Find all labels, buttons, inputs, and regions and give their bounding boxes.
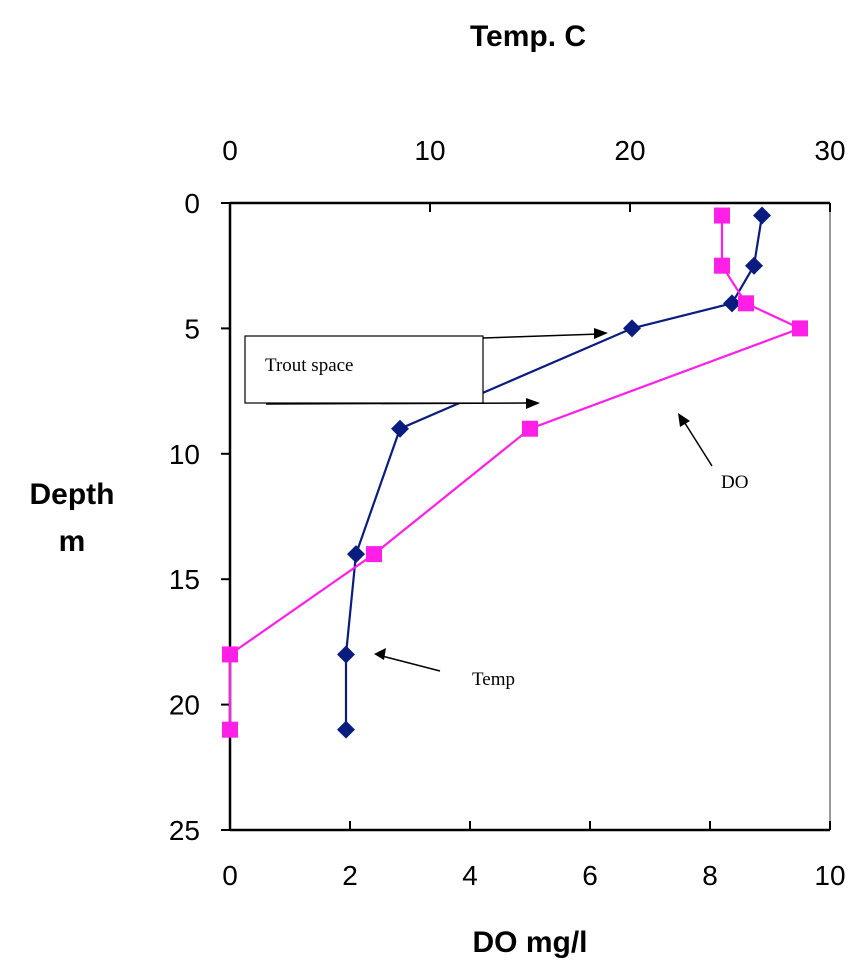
top-tick-label: 20 <box>614 135 645 166</box>
temp-data-point <box>337 720 355 739</box>
trout-space-annotation: Trout space <box>244 328 608 409</box>
temp-arrow-line <box>381 655 441 672</box>
do-label: DO <box>721 472 748 493</box>
temp-data-point <box>623 319 641 338</box>
series-layer <box>222 206 808 739</box>
temp-arrow-head <box>374 648 386 660</box>
do-data-point <box>222 721 238 738</box>
y-tick-label: 20 <box>169 690 200 721</box>
temp-data-point <box>391 419 409 438</box>
temp-data-point <box>745 256 763 275</box>
temp-data-point <box>347 545 365 564</box>
do-data-point <box>522 420 538 437</box>
bottom-axis-title: DO mg/l <box>472 926 587 959</box>
top-tick-label: 30 <box>814 135 845 166</box>
do-annotation: DO <box>678 413 748 493</box>
trout-arrow-lower-head <box>526 398 540 409</box>
y-tick-label: 25 <box>169 815 200 846</box>
temp-data-point <box>753 206 771 225</box>
bottom-tick-label: 8 <box>702 860 718 891</box>
temp-label: Temp <box>472 669 515 690</box>
axis-tick-labels: 0 10 20 30 0 2 4 6 8 10 0 5 10 15 20 25 <box>169 135 846 891</box>
do-arrow-head <box>678 413 690 427</box>
do-data-point <box>792 320 808 337</box>
do-arrow-line <box>682 419 713 467</box>
y-tick-label: 0 <box>184 188 200 219</box>
do-data-point <box>222 646 238 663</box>
trout-space-label: Trout space <box>265 355 354 376</box>
temp-data-point <box>337 645 355 664</box>
axis-ticks <box>221 202 831 831</box>
do-data-point <box>714 257 730 274</box>
bottom-tick-label: 6 <box>582 860 598 891</box>
y-axis-title-line1: Depth <box>30 478 115 511</box>
do-data-point <box>714 207 730 224</box>
y-tick-label: 10 <box>169 439 200 470</box>
y-tick-label: 5 <box>184 313 200 344</box>
temp-series-line <box>344 215 764 730</box>
y-axis-title-line2: m <box>59 525 86 558</box>
top-tick-label: 10 <box>414 135 445 166</box>
y-tick-label: 15 <box>169 564 200 595</box>
trout-space-box <box>244 335 484 404</box>
temp-data-point <box>723 294 741 313</box>
trout-arrow-upper-head <box>594 328 608 339</box>
temp-annotation: Temp <box>374 648 515 690</box>
do-data-point <box>738 295 754 312</box>
top-tick-label: 0 <box>222 135 238 166</box>
bottom-tick-label: 0 <box>222 860 238 891</box>
do-data-point <box>366 546 382 563</box>
top-axis-title: Temp. C <box>470 20 586 53</box>
do-series-line <box>228 215 803 730</box>
trout-arrow-lower-line <box>265 402 531 405</box>
bottom-tick-label: 4 <box>462 860 478 891</box>
bottom-tick-label: 10 <box>814 860 845 891</box>
trout-arrow-upper-line <box>482 333 601 339</box>
bottom-tick-label: 2 <box>342 860 358 891</box>
